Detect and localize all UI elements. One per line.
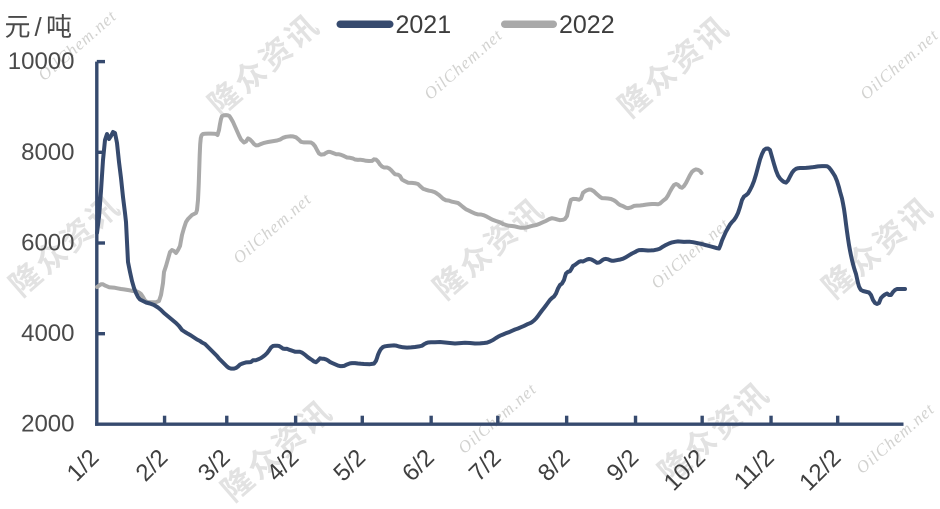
svg-text:2022: 2022 <box>559 11 615 39</box>
svg-text:8000: 8000 <box>21 139 74 166</box>
svg-text:6000: 6000 <box>21 230 74 257</box>
svg-text:/: / <box>35 12 43 42</box>
svg-text:10000: 10000 <box>8 48 75 75</box>
svg-text:4000: 4000 <box>21 320 74 347</box>
svg-text:2000: 2000 <box>21 411 74 438</box>
svg-text:2021: 2021 <box>396 11 452 39</box>
